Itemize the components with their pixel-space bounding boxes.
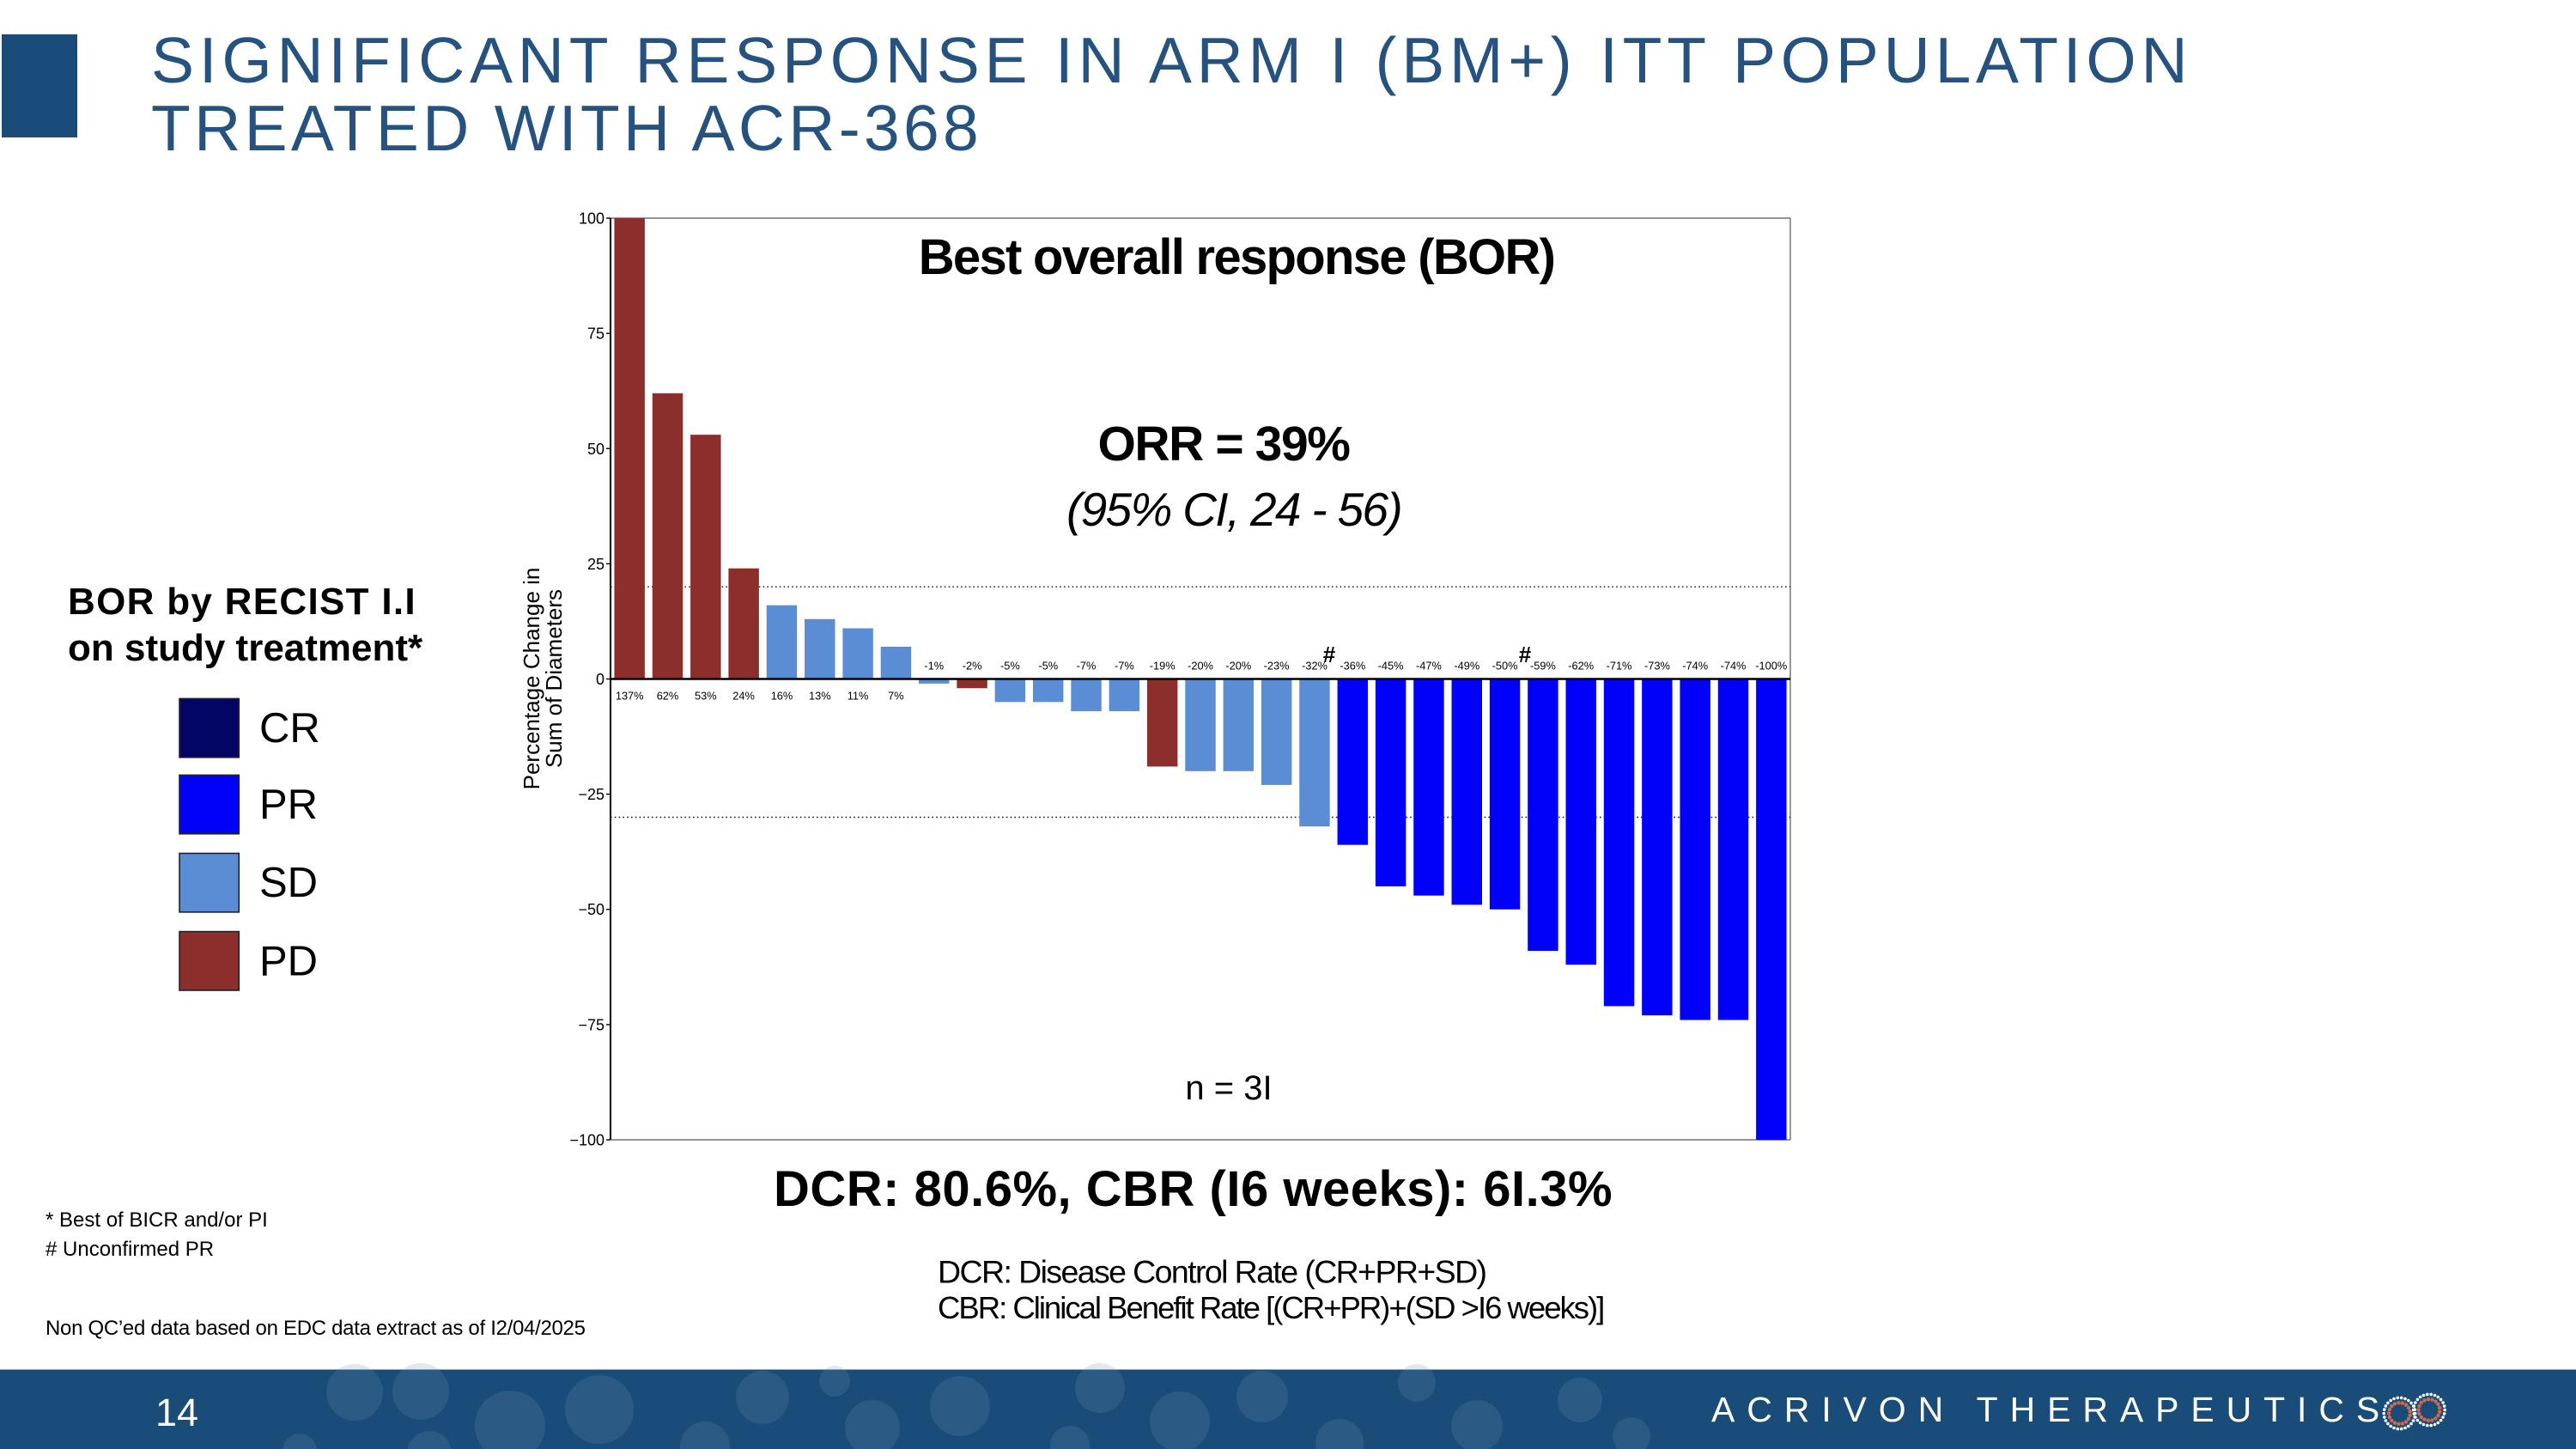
svg-text:DCR: Disease Control Rate (CR+: DCR: Disease Control Rate (CR+PR+SD) bbox=[938, 1254, 1486, 1290]
svg-text:ORR = 39%: ORR = 39% bbox=[1097, 417, 1350, 472]
svg-text:-5%: -5% bbox=[1038, 660, 1058, 673]
svg-text:CBR: Clinical Benefit Rate [(: CBR: Clinical Benefit Rate [(CR+PR)+(SD … bbox=[938, 1290, 1603, 1325]
svg-text:-7%: -7% bbox=[1115, 660, 1134, 673]
svg-text:Sum of Diameters: Sum of Diameters bbox=[541, 589, 567, 768]
svg-text:-2%: -2% bbox=[963, 660, 982, 673]
svg-text:# Unconfirmed PR: # Unconfirmed PR bbox=[46, 1238, 214, 1261]
svg-text:-73%: -73% bbox=[1644, 660, 1670, 673]
svg-text:100: 100 bbox=[579, 210, 605, 228]
svg-text:#: # bbox=[1323, 642, 1336, 667]
svg-text:14: 14 bbox=[155, 1391, 198, 1434]
svg-text:53%: 53% bbox=[695, 690, 717, 703]
svg-text:-50%: -50% bbox=[1492, 660, 1518, 673]
svg-text:−100: −100 bbox=[569, 1132, 605, 1149]
svg-text:−50: −50 bbox=[578, 901, 605, 918]
svg-text:TREATED WITH ACR-368: TREATED WITH ACR-368 bbox=[151, 92, 982, 164]
svg-text:-49%: -49% bbox=[1454, 660, 1479, 673]
svg-text:SD: SD bbox=[259, 860, 318, 906]
svg-text:−75: −75 bbox=[578, 1016, 605, 1033]
svg-text:-71%: -71% bbox=[1607, 660, 1632, 673]
svg-text:50: 50 bbox=[587, 441, 605, 458]
svg-text:-62%: -62% bbox=[1568, 660, 1594, 673]
svg-text:-45%: -45% bbox=[1378, 660, 1404, 673]
svg-text:-19%: -19% bbox=[1150, 660, 1176, 673]
svg-text:on study treatment*: on study treatment* bbox=[68, 627, 423, 669]
svg-text:11%: 11% bbox=[848, 690, 869, 703]
svg-text:(95% CI, 24 - 56): (95% CI, 24 - 56) bbox=[1066, 483, 1401, 536]
svg-text:Best overall response (BOR): Best overall response (BOR) bbox=[919, 229, 1555, 285]
svg-text:-1%: -1% bbox=[924, 660, 944, 673]
svg-text:75: 75 bbox=[587, 326, 605, 343]
svg-text:BOR by RECIST I.I: BOR by RECIST I.I bbox=[68, 581, 416, 623]
svg-text:16%: 16% bbox=[771, 690, 793, 703]
svg-text:SIGNIFICANT RESPONSE IN ARM I: SIGNIFICANT RESPONSE IN ARM I (BM+) ITT … bbox=[151, 24, 2192, 96]
svg-text:ACRIVON THERAPEUTICS: ACRIVON THERAPEUTICS bbox=[1711, 1390, 2391, 1429]
svg-text:CR: CR bbox=[259, 705, 320, 752]
svg-text:-23%: -23% bbox=[1264, 660, 1290, 673]
svg-text:-100%: -100% bbox=[1755, 660, 1787, 673]
svg-text:-74%: -74% bbox=[1682, 660, 1708, 673]
svg-text:-59%: -59% bbox=[1530, 660, 1556, 673]
svg-text:n = 3I: n = 3I bbox=[1185, 1069, 1272, 1107]
svg-text:7%: 7% bbox=[888, 690, 904, 703]
svg-text:* Best of BICR and/or PI: * Best of BICR and/or PI bbox=[46, 1209, 268, 1232]
svg-text:Percentage Change in: Percentage Change in bbox=[519, 568, 544, 790]
svg-text:DCR: 80.6%, CBR (I6 weeks): 6I: DCR: 80.6%, CBR (I6 weeks): 6I.3% bbox=[774, 1161, 1613, 1217]
svg-text:25: 25 bbox=[587, 556, 605, 573]
svg-text:0: 0 bbox=[596, 671, 605, 688]
svg-text:137%: 137% bbox=[616, 690, 644, 703]
svg-text:PR: PR bbox=[259, 782, 318, 828]
svg-text:−25: −25 bbox=[578, 786, 605, 803]
svg-text:13%: 13% bbox=[809, 690, 831, 703]
svg-text:-36%: -36% bbox=[1340, 660, 1365, 673]
svg-text:62%: 62% bbox=[657, 690, 679, 703]
svg-text:Non QC’ed data based on EDC da: Non QC’ed data based on EDC data extract… bbox=[46, 1317, 586, 1340]
svg-text:-20%: -20% bbox=[1188, 660, 1213, 673]
svg-text:-32%: -32% bbox=[1302, 660, 1327, 673]
svg-text:-47%: -47% bbox=[1416, 660, 1442, 673]
svg-text:#: # bbox=[1519, 642, 1532, 667]
svg-text:PD: PD bbox=[259, 938, 318, 984]
svg-text:-74%: -74% bbox=[1721, 660, 1747, 673]
svg-text:-20%: -20% bbox=[1225, 660, 1251, 673]
svg-text:24%: 24% bbox=[732, 690, 755, 703]
svg-text:-5%: -5% bbox=[1000, 660, 1020, 673]
svg-text:-7%: -7% bbox=[1077, 660, 1097, 673]
